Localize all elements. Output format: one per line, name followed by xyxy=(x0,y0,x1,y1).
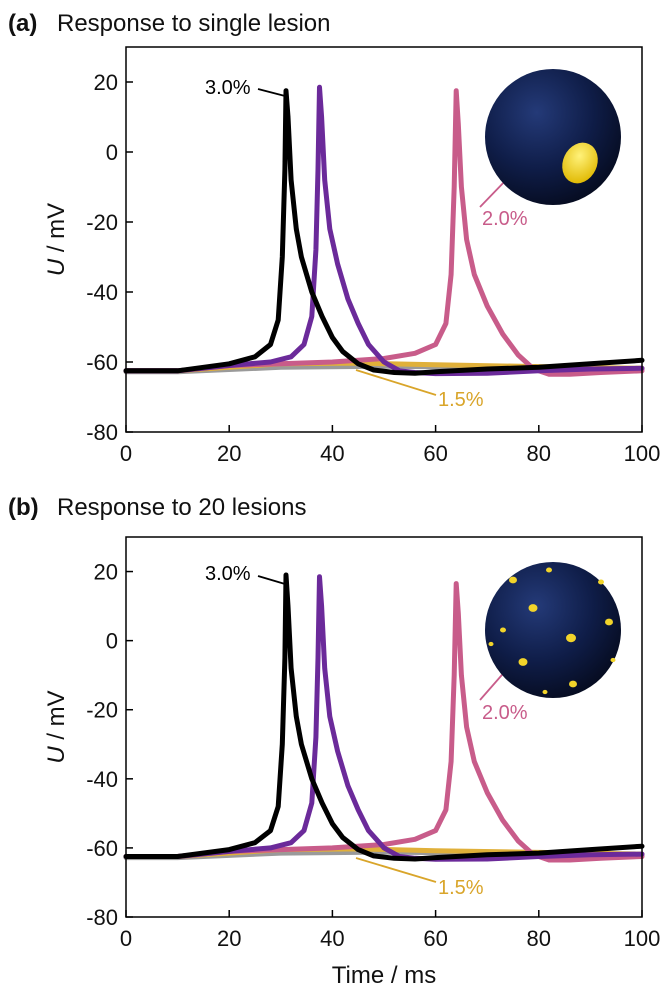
axes: 0 20 40 60 80 100 -80 -60 -40 -20 0 20 U / mV 3.0% 2.0… xyxy=(43,46,661,466)
y-tick-label: 20 xyxy=(94,70,118,95)
lesion-spot xyxy=(598,579,604,585)
x-tick-label: 40 xyxy=(320,926,344,951)
lesion-spot xyxy=(562,142,598,184)
x-tick-label: 60 xyxy=(423,441,447,466)
x-tick-label: 60 xyxy=(423,926,447,951)
lesion-spot xyxy=(605,618,613,626)
sphere xyxy=(485,69,621,205)
sphere-inset xyxy=(485,69,621,205)
panel-a: (a) Response to single lesion 0 20 40 60 80 1… xyxy=(8,10,660,466)
x-tick-label: 100 xyxy=(624,441,661,466)
lesion-spot xyxy=(542,689,548,695)
series-annotation: 2.0% xyxy=(482,208,528,230)
lesion-spot xyxy=(488,641,494,647)
annotation-leader xyxy=(355,369,437,396)
plot-frame xyxy=(125,536,643,918)
y-tick-label: -60 xyxy=(86,350,118,375)
lesion-spot xyxy=(566,633,576,643)
x-axis-label: Time / ms xyxy=(332,962,436,989)
lesion-spot xyxy=(500,627,506,633)
plot-frame xyxy=(125,46,643,433)
series-annotation: 1.5% xyxy=(438,389,484,411)
y-tick-label: -80 xyxy=(86,905,118,930)
series-annotation: 2.0% xyxy=(482,702,528,724)
annotation-leader xyxy=(257,575,286,585)
x-tick-label: 0 xyxy=(120,441,132,466)
sphere-inset xyxy=(485,562,621,698)
panel-label: (b) xyxy=(8,494,39,521)
y-tick-label: -20 xyxy=(86,698,118,723)
panel-b: (b) Response to 20 lesions 0 20 40 60 80 100 -… xyxy=(8,494,660,989)
y-axis-label: U / mV xyxy=(43,203,70,276)
sphere xyxy=(485,562,621,698)
x-tick-label: 80 xyxy=(527,441,551,466)
lesion-spot xyxy=(509,576,517,584)
y-tick-label: -60 xyxy=(86,836,118,861)
x-tick-label: 20 xyxy=(217,926,241,951)
y-tick-label: -80 xyxy=(86,420,118,445)
y-tick-label: -40 xyxy=(86,280,118,305)
x-tick-label: 0 xyxy=(120,926,132,951)
axes: 0 20 40 60 80 100 -80 -60 -40 -20 0 20 U / mV Time / … xyxy=(43,536,661,989)
series-annotation: 3.0% xyxy=(205,77,251,99)
y-tick-label: -40 xyxy=(86,767,118,792)
x-tick-label: 100 xyxy=(624,926,661,951)
panel-label: (a) xyxy=(8,10,37,37)
y-tick-label: 0 xyxy=(106,629,118,654)
lesion-spot xyxy=(528,604,538,612)
y-tick-label: 20 xyxy=(94,560,118,585)
lesion-spot xyxy=(610,657,616,663)
series-line xyxy=(123,88,645,376)
annotation-leader xyxy=(257,88,286,97)
y-tick-label: 0 xyxy=(106,140,118,165)
panel-title: Response to single lesion xyxy=(57,10,331,37)
y-tick-label: -20 xyxy=(86,210,118,235)
lesion-spot xyxy=(546,567,552,573)
annotation-leader xyxy=(355,857,437,883)
panel-title: Response to 20 lesions xyxy=(57,494,307,521)
y-axis-label: U / mV xyxy=(43,690,70,763)
series-annotation: 3.0% xyxy=(205,563,251,585)
x-tick-label: 40 xyxy=(320,441,344,466)
x-tick-label: 20 xyxy=(217,441,241,466)
series-annotation: 1.5% xyxy=(438,877,484,899)
x-tick-label: 80 xyxy=(527,926,551,951)
series-line xyxy=(123,572,645,862)
lesion-spot xyxy=(569,680,577,688)
lesion-spot xyxy=(518,658,528,666)
